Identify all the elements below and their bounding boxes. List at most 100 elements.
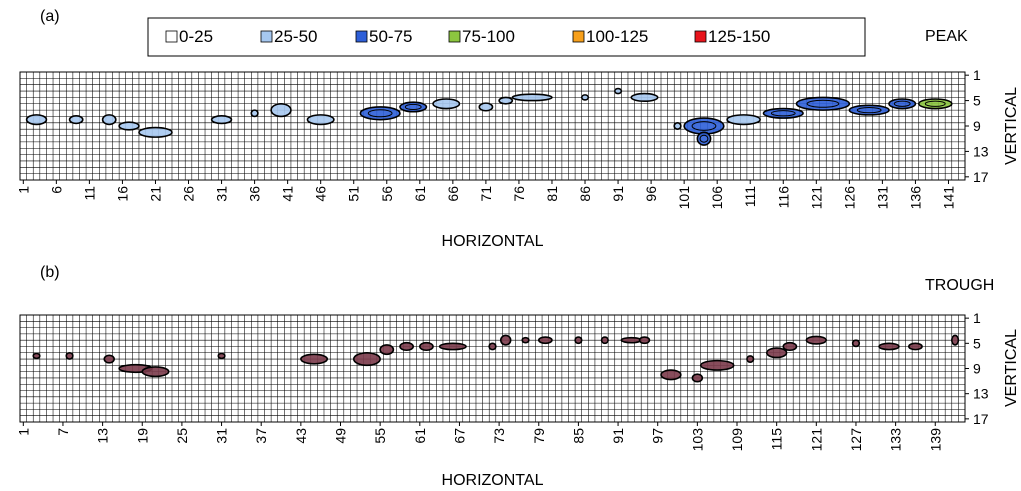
contour-region	[696, 131, 712, 146]
contour-inner-line	[404, 103, 422, 111]
contour-region	[250, 109, 259, 118]
x-tick-label: 43	[293, 428, 309, 444]
contour-region	[103, 354, 115, 364]
contour-inner-line	[699, 134, 709, 143]
y-tick-label: 13	[973, 143, 989, 159]
contour-inner-line	[770, 110, 796, 117]
x-tick-label: 31	[214, 428, 230, 444]
contour-region	[726, 114, 761, 126]
contour-inner-line	[367, 109, 393, 118]
x-tick-label: 26	[181, 186, 197, 202]
x-tick-label: 55	[372, 428, 388, 444]
x-tick-label: 127	[848, 428, 864, 452]
contour-region	[795, 96, 851, 111]
contour-region	[613, 87, 623, 95]
contour-region	[917, 98, 953, 110]
y-tick-label: 5	[973, 93, 981, 109]
x-tick-label: 115	[769, 428, 785, 451]
contour-region	[488, 342, 497, 351]
x-tick-label: 7	[55, 428, 71, 436]
x-tick-label: 139	[927, 428, 943, 452]
x-tick-label: 96	[643, 186, 659, 202]
contour-region	[352, 351, 381, 367]
x-tick-label: 25	[174, 428, 190, 444]
contour-region	[141, 366, 170, 378]
x-tick-label: 81	[544, 186, 560, 202]
y-tick-label: 13	[973, 386, 989, 402]
contour-region	[888, 98, 917, 110]
x-axis-label: HORIZONTAL	[442, 233, 544, 250]
x-tick-label: 121	[808, 186, 824, 210]
x-tick-label: 101	[676, 186, 692, 210]
x-tick-label: 103	[689, 428, 705, 452]
x-tick-label: 79	[531, 428, 547, 444]
legend-label: 50-75	[369, 27, 412, 46]
y-tick-label: 1	[973, 310, 981, 326]
x-tick-label: 121	[808, 428, 824, 452]
contour-inner-line	[893, 100, 911, 107]
x-tick-label: 126	[841, 186, 857, 210]
legend-swatch	[448, 30, 461, 43]
x-tick-label: 85	[570, 428, 586, 444]
x-tick-label: 21	[147, 186, 163, 202]
x-tick-label: 66	[445, 186, 461, 202]
contour-region	[478, 102, 494, 112]
contour-region	[950, 334, 960, 346]
contour-inner-line	[924, 100, 946, 107]
x-tick-label: 1	[15, 428, 31, 436]
x-tick-label: 61	[412, 186, 428, 202]
y-axis-label: VERTICAL	[1003, 87, 1020, 165]
x-tick-label: 86	[577, 186, 593, 202]
contour-region	[762, 107, 804, 119]
x-tick-label: 141	[940, 186, 956, 210]
contour-inner-line	[691, 121, 717, 131]
x-tick-label: 46	[313, 186, 329, 202]
contour-region	[399, 341, 414, 352]
contour-region	[217, 352, 226, 360]
x-tick-label: 6	[48, 186, 64, 194]
x-tick-label: 11	[81, 186, 97, 201]
contour-region	[746, 355, 755, 364]
x-tick-label: 56	[379, 186, 395, 202]
contour-region	[306, 114, 335, 126]
contour-region	[399, 101, 428, 113]
legend-swatch	[694, 30, 707, 43]
contour-region	[432, 98, 461, 110]
contour-region	[673, 122, 682, 130]
contour-region	[521, 336, 530, 344]
x-tick-label: 31	[214, 186, 230, 202]
x-tick-label: 73	[491, 428, 507, 444]
x-tick-label: 13	[95, 428, 111, 444]
x-tick-label: 61	[412, 428, 428, 444]
legend-swatch	[165, 30, 178, 43]
x-tick-label: 16	[114, 186, 130, 202]
contour-region	[638, 336, 651, 345]
contour-region	[574, 336, 583, 345]
legend-label: 125-150	[708, 27, 770, 46]
contour-region	[359, 106, 401, 121]
x-tick-label: 76	[511, 186, 527, 202]
contour-region	[699, 359, 735, 371]
contour-region	[499, 334, 512, 346]
x-tick-label: 91	[610, 186, 626, 202]
x-tick-label: 51	[346, 186, 362, 202]
contour-region	[765, 347, 788, 359]
x-tick-label: 97	[650, 428, 666, 444]
x-tick-label: 71	[478, 186, 494, 202]
x-axis-label: HORIZONTAL	[442, 472, 544, 489]
x-tick-label: 67	[451, 428, 467, 444]
contour-region	[691, 373, 704, 383]
panel-label: (a)	[40, 8, 60, 25]
x-tick-label: 91	[610, 428, 626, 444]
contour-region	[300, 353, 329, 365]
contour-region	[537, 336, 553, 345]
legend-swatch	[355, 30, 368, 43]
contour-region	[438, 342, 467, 351]
plot-area	[19, 314, 966, 423]
x-tick-label: 106	[709, 186, 725, 210]
legend: 0-25 25-50 50-75 75-100 100-125 125-150	[147, 17, 866, 57]
contour-region	[210, 115, 233, 125]
legend-label: 0-25	[179, 27, 213, 46]
